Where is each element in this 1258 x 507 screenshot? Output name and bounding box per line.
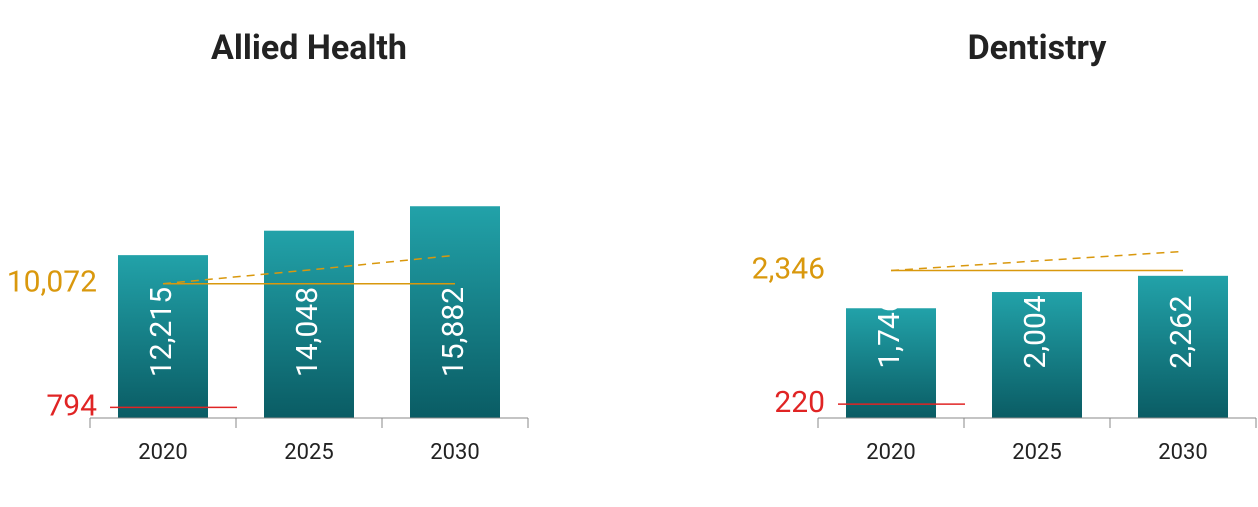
bar [846,308,936,418]
bar [992,292,1082,418]
reference-label: 2,346 [752,251,825,286]
value-label: 2,262 [1164,295,1199,368]
trend-line [162,254,456,285]
value-label: 2,004 [1018,295,1053,368]
x-tick-label: 2030 [430,440,479,465]
value-label: 1,746 [872,295,907,368]
value-label: 15,882 [436,287,471,377]
bar [1138,275,1228,418]
trend-line [890,250,1184,272]
reference-label: 10,072 [7,265,97,300]
x-tick-label: 2020 [866,440,915,465]
x-tick-label: 2030 [1158,440,1207,465]
x-tick-label: 2025 [284,440,333,465]
bar [264,230,354,418]
reference-label: 220 [774,385,825,420]
chart-title: Allied Health [211,28,407,68]
x-tick-label: 2020 [138,440,187,465]
chart-title: Dentistry [968,28,1108,68]
value-label: 12,215 [144,287,179,377]
x-tick-label: 2025 [1012,440,1061,465]
reference-label: 794 [46,388,97,423]
bar [410,206,500,418]
value-label: 14,048 [290,287,325,377]
bar [118,255,208,418]
